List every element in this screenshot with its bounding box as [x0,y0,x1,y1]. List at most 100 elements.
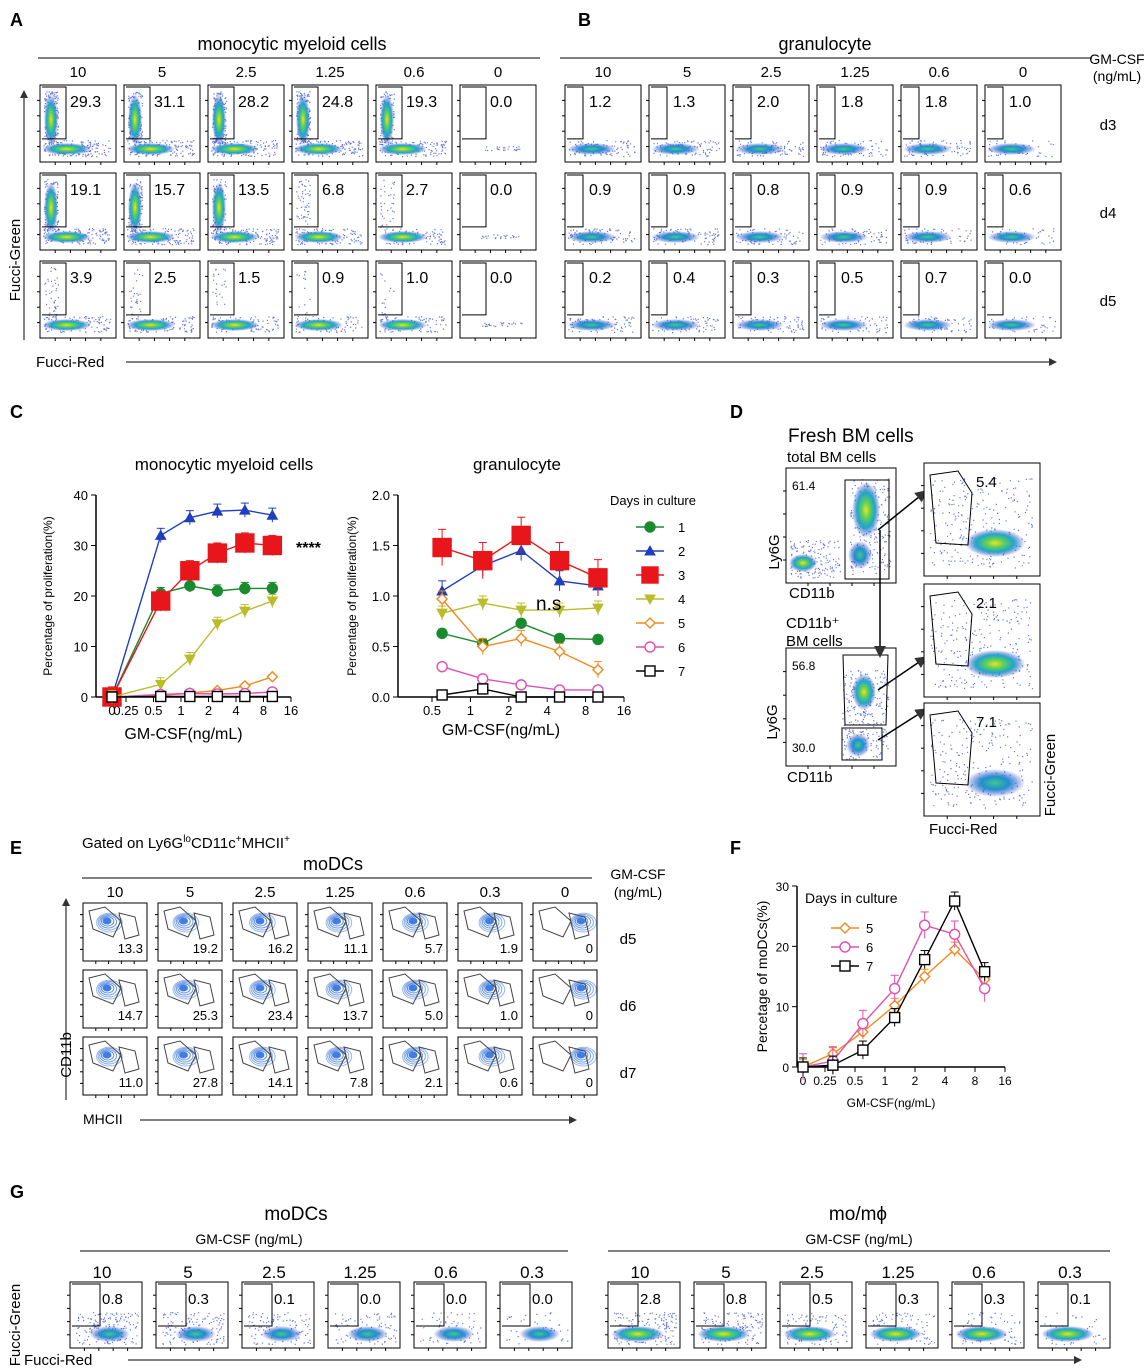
contour-ring [481,982,500,996]
gate-percentage: 1.9 [500,941,518,956]
legend-title: Days in culture [610,493,696,508]
gate [903,262,920,316]
data-point [211,619,224,630]
contour-plot: 0 [530,902,598,964]
event-dots [212,268,227,322]
data-point [857,1017,869,1030]
gate [268,1046,290,1074]
event-dots [128,179,144,233]
flow-plot: 0.7 [898,260,978,341]
contour-core [332,918,341,924]
y-axis-title: Fucci-Green [1042,734,1059,817]
gate [819,174,836,228]
gate-percentage: 13.5 [238,182,269,199]
series-5 [436,590,604,678]
contour-plot: 13.7 [305,969,373,1031]
gate-percentage: 31.1 [154,94,185,111]
gate [294,262,319,316]
legend-label: 6 [678,640,685,655]
data-point [644,617,656,629]
gate [193,979,215,1007]
event-dots [992,228,1055,246]
series-7 [106,690,279,703]
significance-mark: n.s [536,594,561,615]
concentration-label: 0 [561,884,569,901]
data-point [918,953,931,966]
day-label: d4 [1100,205,1117,222]
significance-mark: **** [296,540,322,557]
contour-core [409,985,417,991]
contour-ring [175,915,194,929]
flow-plot: 1.2 [562,84,642,165]
gate-percentage: 0.0 [1009,270,1031,287]
data-point [184,580,196,592]
x-axis-label: GM-CSF(ng/mL) [847,1096,936,1110]
flow-plot: 0.2 [562,260,642,341]
flow-plot: 0.1 [239,1281,315,1351]
legend-label: 1 [678,520,685,535]
gmcsf-label: GM-CSF (ng/mL) [805,1231,912,1247]
panel-subtitle: BM cells [786,633,843,650]
concentration-label: 2.5 [761,64,782,81]
y-tick-label: 2.0 [372,488,390,503]
gate [42,262,67,316]
x-tick-label: 2 [505,703,512,718]
contour-ring [330,1050,344,1061]
density-band [987,143,1036,155]
contour-plot: 11.0 [80,1036,148,1098]
density-band [903,231,952,243]
event-dots [379,140,447,158]
data-point [549,550,570,571]
flow-plot: 0.9 [289,260,369,341]
gate [568,912,590,940]
x-tick-label: 0.25 [813,1074,837,1088]
gate [610,1283,639,1327]
density-band [126,319,175,331]
data-point [476,598,489,610]
gate [987,174,1004,228]
gating-label-part: lo [183,834,191,845]
x-tick-label: 8 [260,703,267,718]
day-label: d5 [1100,293,1117,310]
contour-ring [252,1049,271,1063]
y-axis-title: Ly6G [766,534,783,569]
series-4 [436,595,604,621]
contour-core [103,1052,111,1058]
gate [42,174,67,228]
gate [294,86,319,140]
concentration-label: 0 [1019,64,1027,81]
concentration-label: 0.6 [404,64,425,81]
day-label: d3 [1100,117,1117,134]
gate-percentage: 1.0 [500,1008,518,1023]
flow-plot: 0.0 [325,1281,401,1351]
contour-core [409,918,417,924]
gate [313,973,347,1005]
flow-plot: 28.2 [205,84,285,165]
panel-subtitle: CD11b⁺ [786,615,840,632]
gate [210,174,235,228]
density-band [651,319,700,331]
gate [88,1040,122,1072]
concentration-label: 1.25 [343,1263,376,1282]
density-band [210,319,259,331]
flow-plot: 31.1 [121,84,201,165]
gate [72,1283,101,1327]
x-tick-label: 1 [467,703,474,718]
gate [343,1046,365,1074]
event-dots [506,1312,569,1345]
gate [313,1040,347,1072]
flow-plot: 0.0 [411,1281,487,1351]
contour-plot: 11.1 [305,902,373,964]
legend-title: Days in culture [805,890,898,906]
contour-ring [481,915,500,929]
data-point [553,632,566,645]
contour-plot: 27.8 [155,1036,223,1098]
data-point [477,673,489,685]
gate-percentage: 5.4 [976,474,997,491]
x-axis-title: MHCII [83,1111,123,1127]
flow-plot: 0.3 [153,1281,229,1351]
gate-percentage: 1.8 [841,94,863,111]
gate-percentage: 28.2 [238,94,269,111]
contour-ring [97,913,120,931]
gate-percentage: 0.0 [490,182,512,199]
